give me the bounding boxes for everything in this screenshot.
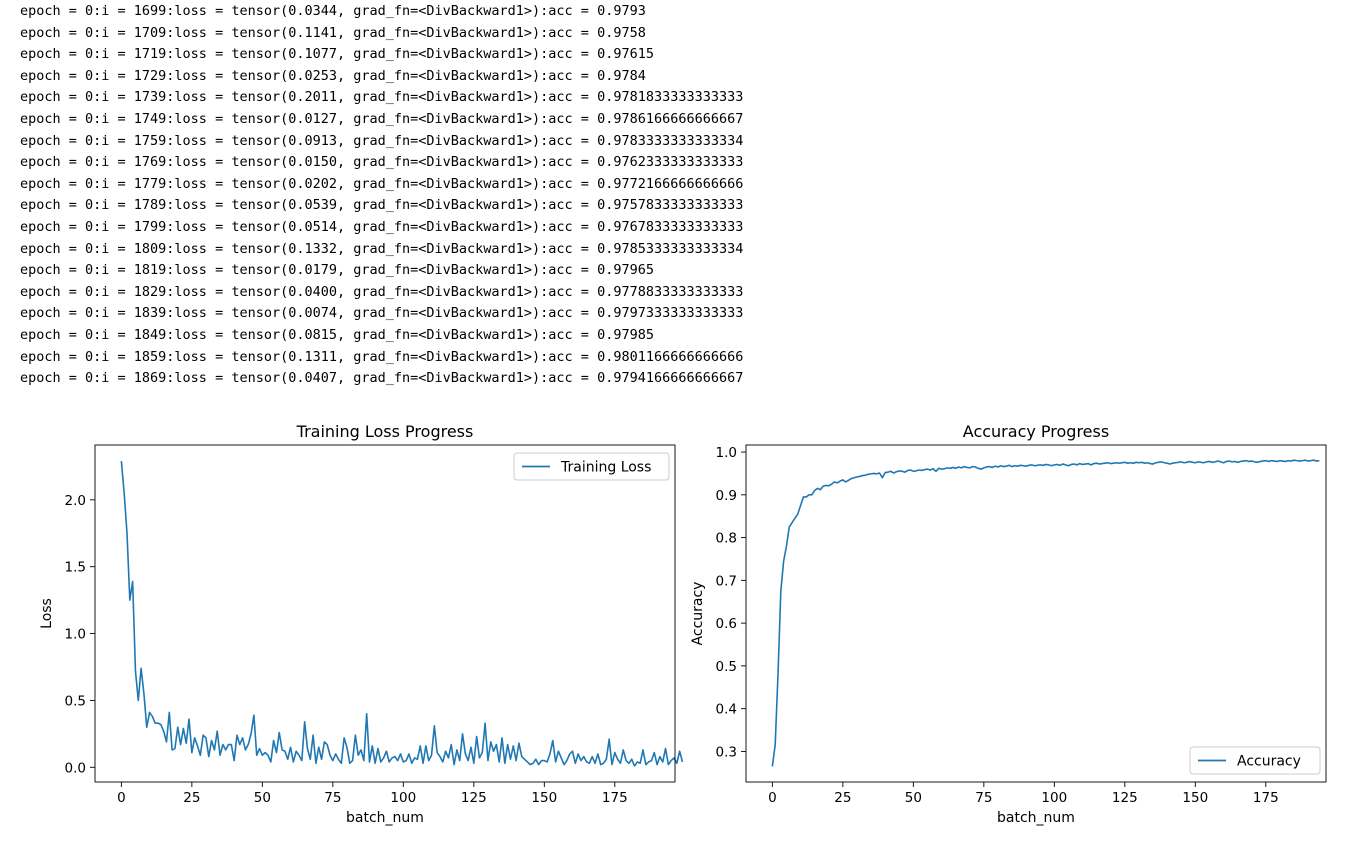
log-line: epoch = 0:i = 1839:loss = tensor(0.0074,… <box>20 305 744 322</box>
x-tick-label: 175 <box>1253 790 1279 806</box>
x-axis-label: batch_num <box>997 810 1075 826</box>
y-tick-label: 0.9 <box>716 488 737 504</box>
log-line: epoch = 0:i = 1729:loss = tensor(0.0253,… <box>20 67 646 84</box>
y-tick-label: 0.0 <box>65 760 86 776</box>
y-tick-label: 1.0 <box>65 627 86 643</box>
x-tick-label: 0 <box>117 790 126 806</box>
x-tick-label: 50 <box>905 790 922 806</box>
y-axis-label: Accuracy <box>690 582 706 646</box>
y-tick-label: 0.6 <box>716 616 737 632</box>
x-tick-label: 100 <box>390 790 416 806</box>
x-tick-label: 25 <box>834 790 851 806</box>
x-tick-label: 175 <box>602 790 628 806</box>
log-line: epoch = 0:i = 1739:loss = tensor(0.2011,… <box>20 89 744 106</box>
log-line: epoch = 0:i = 1809:loss = tensor(0.1332,… <box>20 240 744 257</box>
log-line: epoch = 0:i = 1769:loss = tensor(0.0150,… <box>20 154 744 171</box>
series-line <box>771 459 1320 767</box>
y-axis-label: Loss <box>39 598 55 629</box>
legend-label: Accuracy <box>1237 754 1301 770</box>
x-tick-label: 150 <box>531 790 557 806</box>
plot-frame <box>745 444 1327 783</box>
log-line: epoch = 0:i = 1779:loss = tensor(0.0202,… <box>20 175 744 192</box>
log-line: epoch = 0:i = 1759:loss = tensor(0.0913,… <box>20 132 744 149</box>
legend-box <box>1189 746 1321 775</box>
log-line: epoch = 0:i = 1829:loss = tensor(0.0400,… <box>20 283 744 300</box>
chart-title: Accuracy Progress <box>963 422 1109 441</box>
x-tick-label: 75 <box>975 790 992 806</box>
legend: Accuracy <box>1189 746 1321 775</box>
legend: Training Loss <box>513 452 670 481</box>
accuracy-chart: Accuracy Progress 0 25 50 75 100 125 150 175 0.3 0… <box>688 410 1333 835</box>
legend-box <box>513 452 670 481</box>
training-log: epoch = 0:i = 1699:loss = tensor(0.0344,… <box>20 1 743 390</box>
x-tick-label: 150 <box>1182 790 1208 806</box>
plot-frame <box>94 444 676 783</box>
log-line: epoch = 0:i = 1799:loss = tensor(0.0514,… <box>20 218 744 235</box>
accuracy-chart-svg: Accuracy Progress 0 25 50 75 100 125 150 175 0.3 0… <box>690 422 1327 826</box>
loss-chart: Training Loss Progress 0 25 50 75 100 125 150 17… <box>39 410 685 835</box>
x-axis-label: batch_num <box>346 810 424 826</box>
y-tick-label: 0.5 <box>65 693 86 709</box>
y-tick-label: 2.0 <box>65 493 86 509</box>
log-line: epoch = 0:i = 1869:loss = tensor(0.0407,… <box>20 370 744 387</box>
x-tick-label: 125 <box>461 790 487 806</box>
y-tick-label: 0.5 <box>716 659 737 675</box>
log-line: epoch = 0:i = 1819:loss = tensor(0.0179,… <box>20 262 654 279</box>
x-tick-label: 50 <box>254 790 271 806</box>
log-line: epoch = 0:i = 1849:loss = tensor(0.0815,… <box>20 326 654 343</box>
log-line: epoch = 0:i = 1699:loss = tensor(0.0344,… <box>20 3 646 19</box>
x-tick-label: 75 <box>324 790 341 806</box>
y-tick-label: 0.3 <box>716 744 737 760</box>
series-line <box>120 460 684 767</box>
x-tick-label: 100 <box>1041 790 1067 806</box>
y-tick-label: 0.7 <box>716 573 737 589</box>
y-tick-label: 0.8 <box>716 531 737 547</box>
log-line: epoch = 0:i = 1859:loss = tensor(0.1311,… <box>20 348 744 365</box>
y-tick-label: 1.0 <box>716 445 737 461</box>
x-tick-label: 125 <box>1112 790 1138 806</box>
log-line: epoch = 0:i = 1719:loss = tensor(0.1077,… <box>20 46 654 63</box>
log-line: epoch = 0:i = 1709:loss = tensor(0.1141,… <box>20 24 646 41</box>
y-tick-label: 0.4 <box>716 702 737 718</box>
x-tick-label: 0 <box>768 790 777 806</box>
log-line: epoch = 0:i = 1789:loss = tensor(0.0539,… <box>20 197 744 214</box>
loss-chart-svg: Training Loss Progress 0 25 50 75 100 125 150 17… <box>39 422 684 826</box>
log-line: epoch = 0:i = 1749:loss = tensor(0.0127,… <box>20 110 744 127</box>
x-tick-label: 25 <box>183 790 200 806</box>
legend-label: Training Loss <box>560 460 651 476</box>
y-tick-label: 1.5 <box>65 560 86 576</box>
chart-title: Training Loss Progress <box>296 422 474 441</box>
